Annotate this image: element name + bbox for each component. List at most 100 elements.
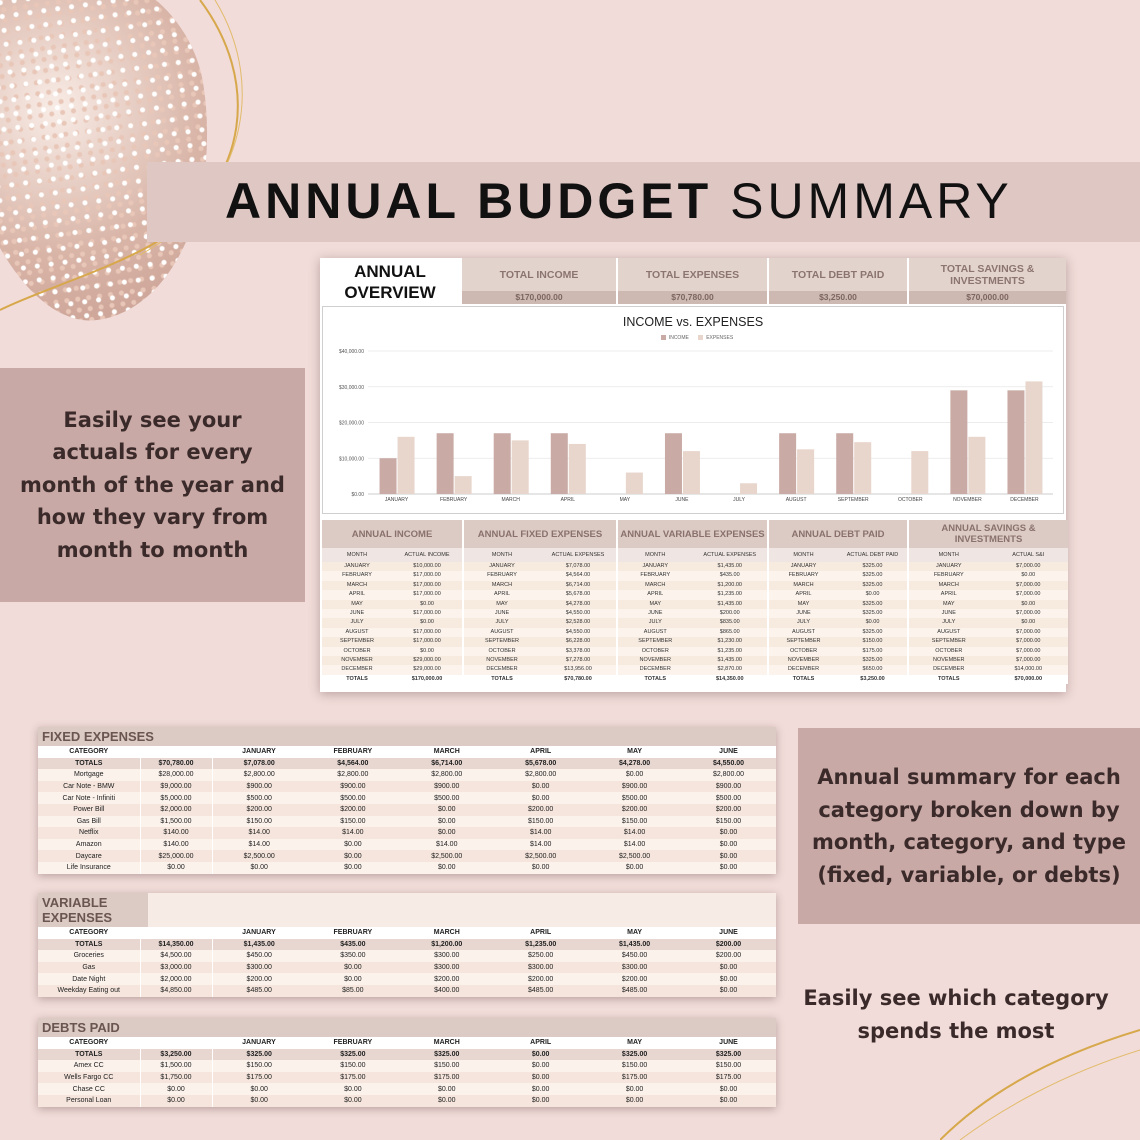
category-cell[interactable]: Car Note - Infiniti (38, 792, 141, 804)
category-cell[interactable]: $0.00 (140, 1094, 213, 1107)
category-cell[interactable]: $14.00 (399, 838, 494, 851)
category-cell[interactable]: $140.00 (140, 838, 213, 851)
category-cell[interactable]: $485.00 (212, 984, 306, 997)
category-cell[interactable]: $500.00 (399, 792, 494, 804)
category-cell[interactable]: $0.00 (399, 803, 494, 816)
category-cell[interactable]: $250.00 (493, 950, 588, 962)
category-cell[interactable]: $500.00 (305, 792, 400, 804)
bar-expenses-march[interactable] (511, 440, 529, 494)
category-cell[interactable]: $1,750.00 (140, 1071, 213, 1084)
category-cell[interactable]: $150.00 (681, 1060, 776, 1072)
category-cell[interactable]: $0.00 (587, 861, 682, 874)
category-cell[interactable]: $9,000.00 (140, 780, 213, 793)
category-cell[interactable]: $485.00 (587, 984, 682, 997)
category-cell[interactable]: Netflix (38, 827, 141, 839)
bar-expenses-december[interactable] (1025, 381, 1043, 494)
category-cell[interactable]: $0.00 (493, 1071, 588, 1084)
category-cell[interactable]: Amex CC (38, 1060, 141, 1072)
category-cell[interactable]: $200.00 (305, 803, 400, 816)
category-cell[interactable]: $0.00 (305, 850, 400, 862)
category-cell[interactable]: $300.00 (212, 961, 306, 974)
category-cell[interactable]: Amazon (38, 838, 141, 851)
category-cell[interactable]: $28,000.00 (140, 769, 213, 781)
category-cell[interactable]: $25,000.00 (140, 850, 213, 862)
category-cell[interactable]: $140.00 (140, 827, 213, 839)
category-cell[interactable]: $4,500.00 (140, 950, 213, 962)
category-cell[interactable]: Car Note - BMW (38, 780, 141, 793)
category-cell[interactable]: $14.00 (493, 838, 588, 851)
category-cell[interactable]: $150.00 (212, 1060, 306, 1072)
category-cell[interactable]: $2,800.00 (493, 769, 588, 781)
category-cell[interactable]: Groceries (38, 950, 141, 962)
category-cell[interactable]: $0.00 (587, 1083, 682, 1095)
category-cell[interactable]: $0.00 (681, 850, 776, 862)
category-cell[interactable]: $2,800.00 (399, 769, 494, 781)
category-cell[interactable]: $0.00 (305, 1094, 400, 1107)
category-cell[interactable]: $0.00 (681, 861, 776, 874)
category-cell[interactable]: $200.00 (212, 803, 306, 816)
bar-income-january[interactable] (379, 458, 397, 494)
category-cell[interactable]: $0.00 (493, 861, 588, 874)
bar-income-june[interactable] (664, 433, 682, 494)
category-cell[interactable]: $175.00 (681, 1071, 776, 1084)
category-cell[interactable]: $500.00 (681, 792, 776, 804)
category-cell[interactable]: $2,000.00 (140, 973, 213, 985)
category-cell[interactable]: $1,500.00 (140, 1060, 213, 1072)
category-cell[interactable]: $450.00 (212, 950, 306, 962)
category-cell[interactable]: $300.00 (399, 950, 494, 962)
category-cell[interactable]: $900.00 (399, 780, 494, 793)
category-cell[interactable]: $900.00 (681, 780, 776, 793)
category-cell[interactable]: $0.00 (587, 769, 682, 781)
category-cell[interactable]: $500.00 (587, 792, 682, 804)
category-cell[interactable]: $14.00 (212, 827, 306, 839)
category-cell[interactable]: Mortgage (38, 769, 141, 781)
bar-expenses-november[interactable] (968, 436, 986, 494)
category-cell[interactable]: $150.00 (493, 815, 588, 828)
category-cell[interactable]: $0.00 (493, 792, 588, 804)
category-cell[interactable]: $2,500.00 (587, 850, 682, 862)
category-cell[interactable]: $150.00 (681, 815, 776, 828)
category-cell[interactable]: $175.00 (212, 1071, 306, 1084)
bar-income-april[interactable] (550, 433, 568, 494)
category-cell[interactable]: $350.00 (305, 950, 400, 962)
category-cell[interactable]: $2,800.00 (212, 769, 306, 781)
category-cell[interactable]: $2,800.00 (681, 769, 776, 781)
category-cell[interactable]: $900.00 (305, 780, 400, 793)
category-cell[interactable]: $150.00 (587, 1060, 682, 1072)
category-cell[interactable]: $0.00 (681, 827, 776, 839)
category-cell[interactable]: Gas Bill (38, 815, 141, 828)
category-cell[interactable]: $0.00 (493, 1083, 588, 1095)
bar-expenses-june[interactable] (682, 451, 700, 494)
category-cell[interactable]: $150.00 (399, 1060, 494, 1072)
category-cell[interactable]: $0.00 (140, 861, 213, 874)
category-cell[interactable]: $900.00 (212, 780, 306, 793)
category-cell[interactable]: $14.00 (587, 827, 682, 839)
category-cell[interactable]: $5,000.00 (140, 792, 213, 804)
category-cell[interactable]: $200.00 (681, 803, 776, 816)
category-cell[interactable]: $14.00 (212, 838, 306, 851)
bar-expenses-april[interactable] (568, 443, 586, 494)
category-cell[interactable]: $0.00 (305, 838, 400, 851)
category-cell[interactable]: Power Bill (38, 803, 141, 816)
category-cell[interactable]: $3,000.00 (140, 961, 213, 974)
category-cell[interactable]: $4,850.00 (140, 984, 213, 997)
category-cell[interactable]: $0.00 (493, 1060, 588, 1072)
category-cell[interactable]: $0.00 (305, 973, 400, 985)
category-cell[interactable]: $200.00 (587, 973, 682, 985)
category-cell[interactable]: $0.00 (212, 861, 306, 874)
category-cell[interactable]: $2,500.00 (493, 850, 588, 862)
category-cell[interactable]: $200.00 (587, 803, 682, 816)
category-cell[interactable]: $2,000.00 (140, 803, 213, 816)
category-cell[interactable]: $0.00 (212, 1094, 306, 1107)
category-cell[interactable]: $0.00 (681, 984, 776, 997)
category-cell[interactable]: $0.00 (681, 973, 776, 985)
bar-expenses-october[interactable] (911, 451, 929, 494)
category-cell[interactable]: $200.00 (681, 950, 776, 962)
category-cell[interactable]: $0.00 (681, 1094, 776, 1107)
category-cell[interactable]: $0.00 (305, 861, 400, 874)
category-cell[interactable]: $0.00 (140, 1083, 213, 1095)
category-cell[interactable]: $175.00 (587, 1071, 682, 1084)
category-cell[interactable]: $150.00 (305, 815, 400, 828)
category-cell[interactable]: $2,500.00 (399, 850, 494, 862)
category-cell[interactable]: $14.00 (587, 838, 682, 851)
